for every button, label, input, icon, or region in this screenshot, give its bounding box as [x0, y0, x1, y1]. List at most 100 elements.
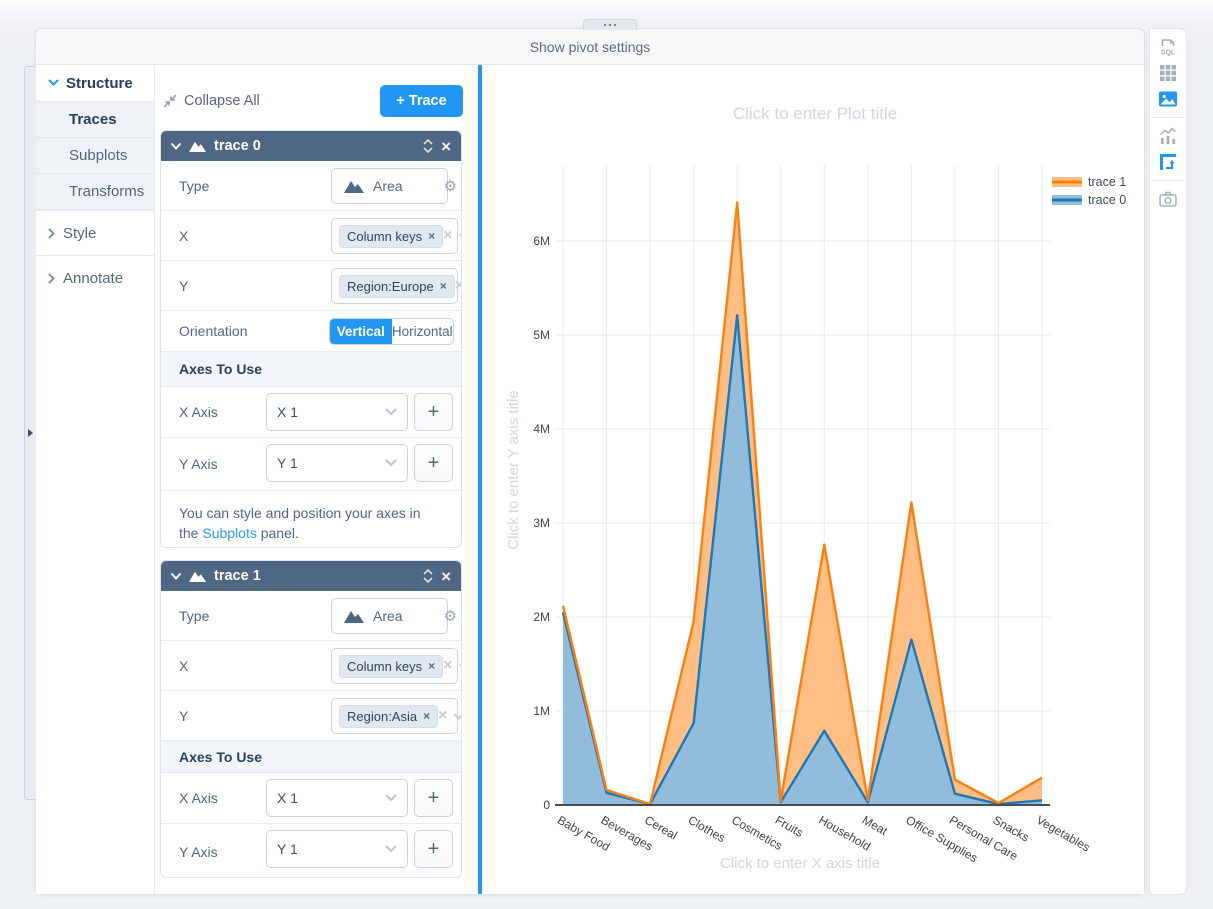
expand-right-icon: [28, 429, 33, 437]
chart-image-icon[interactable]: [1158, 89, 1178, 109]
chip-remove-icon[interactable]: ×: [423, 709, 431, 723]
x-axis-select[interactable]: X 1: [266, 393, 408, 431]
sidebar-group-structure[interactable]: Structure: [36, 65, 154, 101]
subplots-link[interactable]: Subplots: [202, 525, 257, 541]
add-x-axis-button[interactable]: +: [414, 779, 453, 817]
selected-chip[interactable]: Column keys ×: [339, 654, 444, 678]
sidebar-group-style[interactable]: Style: [36, 210, 154, 255]
selected-chip[interactable]: Region:Europe ×: [339, 274, 455, 298]
orientation-horizontal-option[interactable]: Horizontal: [391, 324, 453, 339]
reorder-icon[interactable]: [423, 569, 433, 583]
add-trace-button[interactable]: + Trace: [380, 85, 463, 117]
table-renderer-icon[interactable]: [1158, 63, 1178, 83]
gear-icon[interactable]: ⚙: [443, 177, 457, 195]
y-data-select[interactable]: Region:Asia × ×: [331, 698, 461, 734]
chevron-down-icon: [385, 794, 397, 802]
camera-snapshot-icon[interactable]: [1158, 189, 1178, 209]
chevron-right-icon: [48, 273, 56, 284]
x-data-select[interactable]: Column keys × ×: [331, 218, 461, 254]
orientation-segmented-control: Vertical Horizontal: [329, 318, 454, 345]
chart-panel: 0 1M 2M 3M 4M 5M 6M Baby Food Beverages Cereal Clo…: [482, 65, 1144, 894]
chip-remove-icon[interactable]: ×: [428, 229, 436, 243]
x-axis-select[interactable]: X 1: [266, 779, 408, 817]
x-axis-value: X 1: [277, 404, 299, 420]
gear-icon[interactable]: ⚙: [443, 607, 457, 625]
svg-text:0: 0: [543, 798, 550, 812]
axes-note: You can style and position your axes in …: [161, 491, 461, 547]
sidebar-item-transforms[interactable]: Transforms: [36, 174, 154, 210]
sidebar-group-label: Annotate: [63, 269, 124, 287]
clear-icon[interactable]: ×: [455, 278, 461, 294]
area-chart-icon: [344, 611, 364, 623]
clear-icon[interactable]: ×: [438, 707, 448, 724]
svg-text:trace 1: trace 1: [1088, 175, 1126, 189]
trace-0-header[interactable]: trace 0 ×: [161, 131, 461, 161]
svg-text:2M: 2M: [533, 610, 550, 624]
trace-type-selector[interactable]: Area: [331, 598, 448, 634]
pivot-chart-icon[interactable]: [1158, 152, 1178, 172]
field-label: Orientation: [179, 323, 248, 339]
chevron-down-icon[interactable]: [458, 662, 463, 670]
trace-type-value: Area: [373, 608, 403, 624]
pivot-settings-handle[interactable]: [583, 19, 637, 30]
close-icon[interactable]: ×: [441, 566, 451, 586]
x-axis-row: X Axis X 1 +: [161, 387, 461, 438]
close-icon[interactable]: ×: [441, 136, 451, 156]
y-axis-select[interactable]: Y 1: [266, 444, 408, 482]
add-x-axis-button[interactable]: +: [414, 393, 453, 431]
orientation-vertical-option[interactable]: Vertical: [330, 319, 392, 344]
sql-export-icon[interactable]: SQL: [1158, 37, 1178, 57]
svg-text:3M: 3M: [533, 516, 550, 530]
sidebar-group-label: Style: [63, 224, 97, 242]
chip-remove-icon[interactable]: ×: [428, 659, 436, 673]
x-row: X Column keys × ×: [161, 211, 461, 261]
clear-icon[interactable]: ×: [443, 227, 453, 244]
add-y-axis-button[interactable]: +: [414, 444, 453, 482]
selected-chip[interactable]: Column keys ×: [339, 224, 444, 248]
chevron-down-icon[interactable]: [458, 232, 463, 240]
chevron-down-icon: [385, 408, 397, 416]
chevron-down-icon: [48, 79, 59, 87]
toolbar-divider: [1153, 117, 1183, 118]
clear-icon[interactable]: ×: [443, 657, 453, 674]
collapse-all-label: Collapse All: [184, 93, 260, 109]
chip-label: Column keys: [347, 228, 423, 244]
field-label: X: [179, 227, 189, 244]
renderer-toolbar: SQL: [1149, 28, 1187, 895]
bar-stats-icon[interactable]: [1158, 126, 1178, 146]
area-chart-icon: [344, 181, 364, 193]
selected-chip[interactable]: Region:Asia ×: [339, 704, 439, 728]
y-axis-row: Y Axis Y 1 +: [161, 824, 461, 877]
toolbar-divider: [1153, 180, 1183, 181]
show-pivot-settings-toggle[interactable]: Show pivot settings: [36, 29, 1144, 65]
x-data-select[interactable]: Column keys × ×: [331, 648, 461, 684]
chevron-down-icon[interactable]: [453, 712, 462, 720]
y-axis-select[interactable]: Y 1: [266, 830, 408, 868]
chevron-right-icon: [48, 228, 56, 239]
chevron-down-icon: [385, 459, 397, 467]
type-row: Type Area ⚙: [161, 591, 461, 641]
sidebar-item-label: Transforms: [69, 183, 145, 200]
svg-text:4M: 4M: [533, 422, 550, 436]
svg-text:Click to enter Plot title: Click to enter Plot title: [733, 104, 897, 123]
y-data-select[interactable]: Region:Europe × ×: [331, 268, 461, 304]
note-text: You can style and position your axes in …: [179, 505, 421, 541]
trace-0-panel: trace 0 × Type Area ⚙ X: [160, 130, 462, 548]
sidebar-item-subplots[interactable]: Subplots: [36, 138, 154, 174]
sidebar-item-traces[interactable]: Traces: [36, 102, 154, 138]
chevron-down-icon[interactable]: [171, 572, 181, 580]
trace-1-header[interactable]: trace 1 ×: [161, 561, 461, 591]
y-axis-value: Y 1: [277, 841, 298, 857]
collapse-all-button[interactable]: Collapse All: [163, 85, 260, 117]
add-y-axis-button[interactable]: +: [414, 830, 453, 868]
chevron-down-icon[interactable]: [171, 142, 181, 150]
chip-remove-icon[interactable]: ×: [439, 279, 447, 293]
field-label: X Axis: [179, 790, 218, 806]
area-chart-icon: [189, 141, 206, 152]
sidebar-group-annotate[interactable]: Annotate: [36, 255, 154, 300]
reorder-icon[interactable]: [423, 139, 433, 153]
trace-type-selector[interactable]: Area: [331, 168, 448, 204]
panel-resize-handle[interactable]: [478, 65, 482, 894]
sidebar-item-label: Traces: [69, 111, 117, 128]
